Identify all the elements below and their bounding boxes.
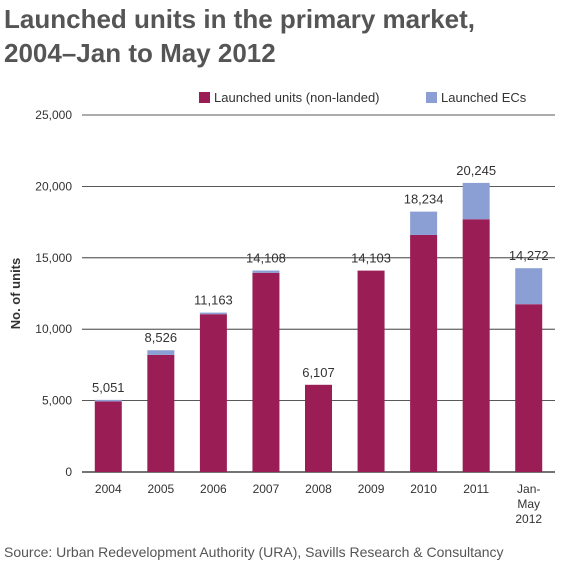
y-tick-label: 20,000 xyxy=(35,179,72,193)
x-tick-label: 2005 xyxy=(147,482,174,496)
bar-ecs xyxy=(515,268,543,305)
y-tick-label: 25,000 xyxy=(35,108,72,122)
y-axis-title: No. of units xyxy=(8,258,23,330)
bar-ecs xyxy=(147,350,175,355)
x-tick-label: 2009 xyxy=(358,482,385,496)
bar-non-landed xyxy=(199,314,227,472)
x-tick-label: 2010 xyxy=(410,482,437,496)
bar-non-landed xyxy=(305,384,332,472)
data-label: 14,272 xyxy=(509,248,549,263)
x-tick-label: May xyxy=(517,497,540,511)
source-note: Source: Urban Redevelopment Authority (U… xyxy=(4,544,504,560)
data-label: 14,103 xyxy=(351,251,391,266)
data-label: 6,107 xyxy=(302,365,335,380)
legend-swatch-non-landed xyxy=(199,92,210,103)
y-tick-label: 5,000 xyxy=(42,394,72,408)
x-tick-label: 2006 xyxy=(200,482,227,496)
y-tick-label: 15,000 xyxy=(35,251,72,265)
x-tick-label: 2011 xyxy=(463,482,489,496)
y-tick-label: 10,000 xyxy=(35,322,72,336)
chart-title-line-2: 2004–Jan to May 2012 xyxy=(4,38,276,68)
bar-non-landed xyxy=(462,219,490,472)
bar-non-landed xyxy=(147,354,175,472)
bar-non-landed xyxy=(515,304,543,472)
y-tick-label: 0 xyxy=(65,465,72,479)
bar-ecs xyxy=(462,182,490,220)
data-label: 20,245 xyxy=(456,163,496,178)
data-label: 18,234 xyxy=(404,192,444,207)
chart-title: Launched units in the primary market, 20… xyxy=(4,2,569,70)
bar-ecs xyxy=(410,211,438,235)
x-tick-label: 2012 xyxy=(515,512,542,526)
legend-label-ecs: Launched ECs xyxy=(441,90,527,105)
bar-non-landed xyxy=(357,270,385,472)
bar-ecs xyxy=(252,270,280,273)
bar-non-landed xyxy=(252,272,280,472)
legend-label-non-landed: Launched units (non-landed) xyxy=(214,90,380,105)
data-label: 8,526 xyxy=(145,330,178,345)
x-tick-label: Jan- xyxy=(517,482,540,496)
x-tick-label: 2007 xyxy=(253,482,280,496)
x-tick-label: 2004 xyxy=(95,482,122,496)
bar-non-landed xyxy=(410,234,438,472)
bar-ecs xyxy=(94,399,122,402)
data-label: 14,108 xyxy=(246,251,286,266)
legend-swatch-ecs xyxy=(426,92,437,103)
chart-title-line-1: Launched units in the primary market, xyxy=(4,4,475,34)
x-tick-label: 2008 xyxy=(305,482,332,496)
bar-ecs xyxy=(199,312,227,315)
data-label: 11,163 xyxy=(194,293,233,308)
bar-non-landed xyxy=(94,401,122,472)
data-label: 5,051 xyxy=(92,380,125,395)
